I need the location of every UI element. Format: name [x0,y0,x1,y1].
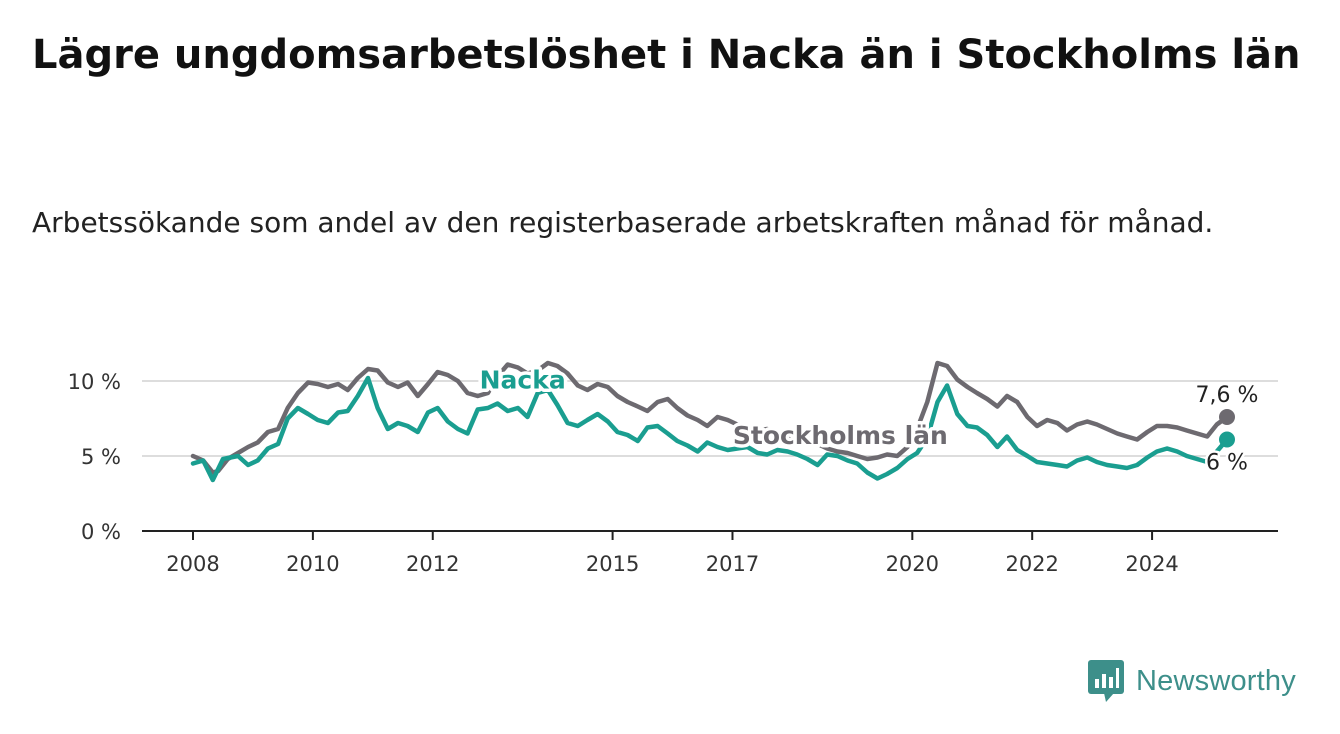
y-axis-labels: 0 % 5 % 10 % [68,370,121,544]
end-value-label-stockholm: 7,6 % [1196,383,1259,408]
y-tick-label: 10 % [68,370,121,394]
series-line-stockholms-l-n [190,360,1230,475]
x-tick-label: 2010 [286,552,339,576]
end-marker-nacka [1219,431,1235,448]
x-tick-label: 2012 [406,552,459,576]
series-lines [190,360,1235,483]
series-line-nacka [190,375,1230,483]
newsworthy-logo: Newsworthy [1088,660,1296,702]
chart-subtitle: Arbetssökande som andel av den registerb… [32,206,1214,239]
y-tick-label: 5 % [81,445,121,469]
x-tick-label: 2017 [706,552,759,576]
x-tick-label: 2022 [1005,552,1058,576]
x-tick-label: 2024 [1125,552,1178,576]
x-axis: 2008 2010 2012 2015 2017 2020 2022 2024 [142,530,1278,576]
x-tick-label: 2015 [586,552,639,576]
brand-name: Newsworthy [1136,664,1296,697]
x-tick-label: 2008 [166,552,219,576]
series-labels: 7,6 % 6 % Nacka Stockholms län [476,362,1261,478]
bar-chart-speech-bubble-icon [1088,660,1124,702]
series-label-nacka: Nacka [480,366,566,395]
end-marker-stockholms-l-n [1219,409,1235,425]
chart-title: Lägre ungdomsarbetslöshet i Nacka än i S… [32,32,1301,78]
x-tick-label: 2020 [886,552,939,576]
y-tick-label: 0 % [81,520,121,544]
end-value-label-nacka: 6 % [1206,451,1248,476]
series-label-stockholms-l-n: Stockholms län [733,421,948,450]
